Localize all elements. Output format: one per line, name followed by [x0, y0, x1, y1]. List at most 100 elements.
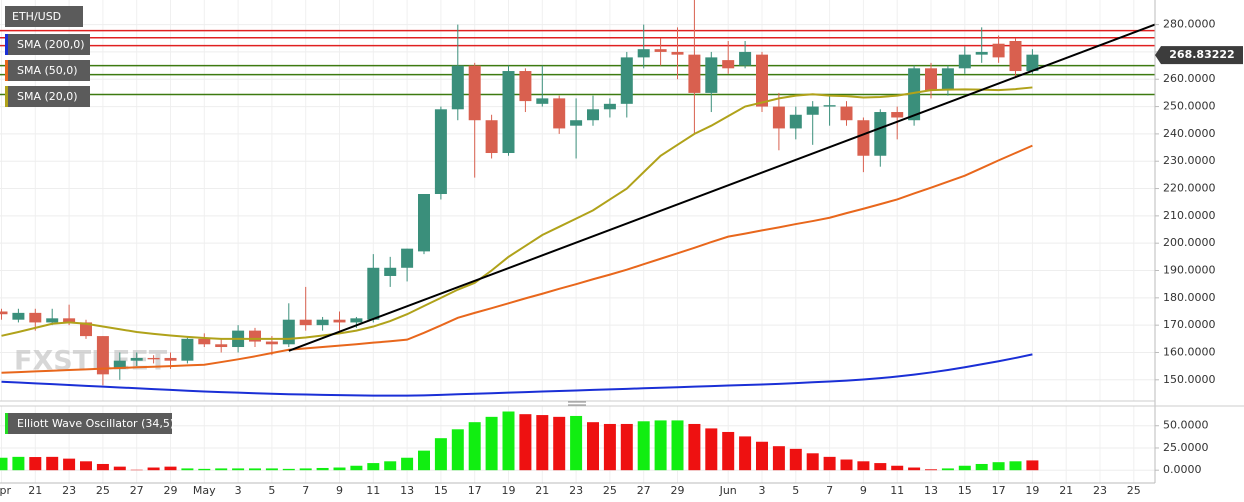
oscillator-bar — [519, 414, 532, 471]
candle-body — [553, 98, 566, 129]
candle-body — [46, 318, 59, 323]
candle-body — [857, 120, 870, 156]
candle-body — [958, 54, 971, 69]
y-tick-label: 280.0000 — [1163, 18, 1216, 31]
candle-body — [418, 194, 430, 252]
trend-line — [288, 23, 1156, 352]
candle-body — [637, 49, 650, 58]
price-tag-arrow — [1155, 46, 1161, 65]
oscillator-bar — [603, 423, 616, 471]
legend-text: SMA (20,0) — [17, 90, 78, 103]
candle-body — [1009, 40, 1022, 72]
candle-body — [587, 109, 599, 121]
oscillator-bar — [265, 468, 278, 471]
oscillator-bar — [840, 459, 853, 471]
y-tick-label: 0.0000 — [1163, 463, 1202, 476]
oscillator-bar — [96, 463, 109, 471]
oscillator-bar — [975, 463, 988, 471]
x-tick-label: 3 — [759, 484, 766, 497]
resize-handle[interactable] — [568, 401, 586, 406]
oscillator-bar — [181, 468, 194, 471]
x-tick-label: 23 — [62, 484, 76, 497]
x-tick-label: Apr — [0, 484, 11, 497]
y-tick-label: 260.0000 — [1163, 72, 1216, 85]
y-tick-label: 250.0000 — [1163, 100, 1216, 113]
candle-body — [739, 51, 752, 66]
oscillator-bar — [80, 461, 92, 471]
oscillator-bar — [891, 465, 904, 471]
legend-swatch — [5, 60, 8, 81]
oscillator-bar — [570, 415, 583, 471]
candle-body — [0, 311, 8, 315]
oscillator-bar — [401, 457, 414, 471]
axes: Apr 21 23 25 27 29 May 3 5 7 9 11 13 15 17 19 21 23 25 27 29… — [0, 18, 1243, 497]
legend-text: Elliott Wave Oscillator (34,5) — [17, 417, 174, 430]
oscillator-bar — [0, 457, 8, 471]
candle-body — [215, 344, 228, 348]
x-tick-label: 3 — [235, 484, 242, 497]
candle-body — [620, 57, 633, 104]
oscillator-bar — [806, 453, 819, 471]
oscillator-bar — [316, 467, 329, 471]
oscillator-bar — [232, 468, 245, 471]
oscillator-bar — [705, 428, 718, 471]
x-tick-label: 13 — [924, 484, 938, 497]
sma-line — [1, 86, 1033, 340]
oscillator-bar — [1026, 460, 1039, 471]
legend-box — [5, 413, 172, 434]
oscillator-bar — [772, 446, 785, 471]
candle-body — [401, 248, 414, 268]
oscillator-bar — [63, 458, 76, 471]
x-tick-label: 27 — [637, 484, 651, 497]
candle-body — [874, 112, 887, 156]
candle-body — [468, 65, 481, 121]
x-tick-label: 5 — [268, 484, 275, 497]
x-tick-label: 21 — [1059, 484, 1073, 497]
oscillator-bar — [350, 465, 363, 471]
candle-body — [772, 106, 785, 129]
oscillator-bar — [654, 420, 667, 471]
oscillator-bar — [941, 468, 954, 471]
y-tick-label: 25.0000 — [1163, 441, 1209, 454]
oscillator-bar — [418, 450, 430, 471]
x-tick-label: 23 — [569, 484, 583, 497]
legend-symbol[interactable]: ETH/USD — [5, 6, 83, 27]
candle-body — [181, 338, 194, 361]
candle-body — [536, 98, 549, 104]
oscillator-bar — [147, 467, 160, 471]
candle-body — [908, 68, 921, 121]
oscillator-bar — [29, 457, 42, 471]
oscillator-bar — [553, 416, 566, 471]
candle-body — [705, 57, 718, 93]
oscillator-bar — [637, 421, 650, 471]
legend-text: ETH/USD — [12, 10, 61, 23]
candle-body — [198, 338, 211, 345]
oscillator-bar — [1009, 461, 1022, 471]
candle-body — [12, 312, 25, 320]
candle-body — [1026, 54, 1039, 72]
price-tag — [1161, 46, 1243, 65]
y-tick-label: 150.0000 — [1163, 373, 1216, 386]
candle-body — [789, 114, 802, 129]
oscillator-bar — [874, 463, 887, 471]
candle-body — [992, 43, 1005, 58]
legend: SMA (200,0) SMA (50,0) SMA (20,0) Elliott W… — [5, 34, 174, 434]
oscillator-bar — [485, 416, 498, 471]
candle-body — [130, 357, 143, 361]
oscillator-bar — [215, 468, 228, 471]
y-tick-label: 180.0000 — [1163, 291, 1216, 304]
x-tick-label: 5 — [792, 484, 799, 497]
oscillator-bar — [722, 431, 735, 471]
candle-body — [688, 54, 701, 93]
oscillator-bar — [434, 438, 447, 471]
candle-body — [80, 322, 92, 337]
candle-body — [502, 71, 515, 154]
x-tick-label: 19 — [1025, 484, 1039, 497]
candle-body — [63, 318, 76, 323]
candle-body — [891, 112, 904, 118]
sma-line — [1, 353, 1033, 397]
x-tick-label: 21 — [28, 484, 42, 497]
candle-body — [113, 360, 126, 369]
